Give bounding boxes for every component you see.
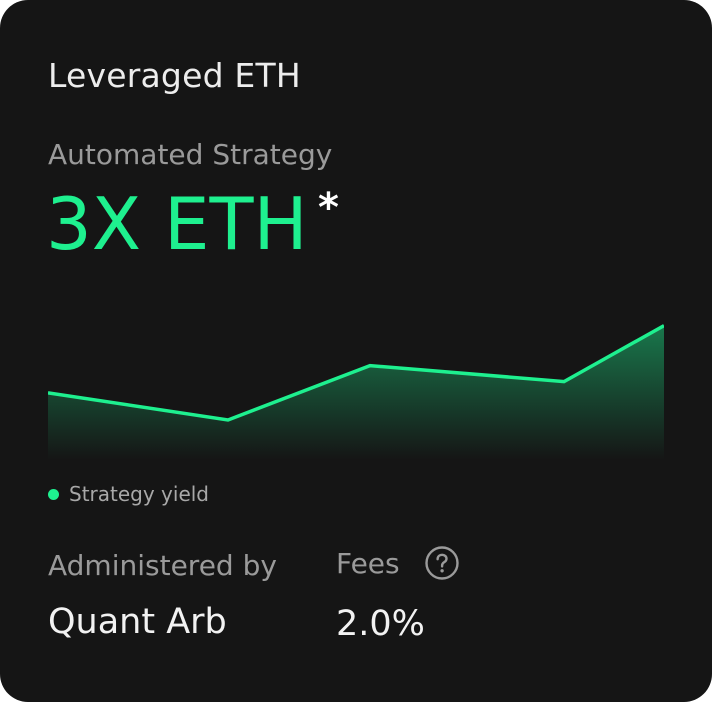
legend-label: Strategy yield xyxy=(69,482,209,506)
legend-dot-icon xyxy=(48,488,59,500)
strategy-type-label: Automated Strategy xyxy=(48,138,333,171)
chart-series-line xyxy=(48,324,664,422)
asterisk-footnote-marker: * xyxy=(318,185,339,231)
card-title: Leveraged ETH xyxy=(48,56,301,95)
fees-label: Fees xyxy=(336,547,400,580)
chart-legend: Strategy yield xyxy=(48,482,209,506)
question-circle-icon[interactable] xyxy=(424,545,460,581)
chart-area-fill xyxy=(48,325,664,460)
strategy-headline: 3X ETH xyxy=(46,182,308,266)
administrator-name: Quant Arb xyxy=(48,602,227,642)
strategy-yield-chart xyxy=(48,324,664,460)
administered-by-label: Administered by xyxy=(48,549,277,582)
fees-value: 2.0% xyxy=(336,604,425,644)
